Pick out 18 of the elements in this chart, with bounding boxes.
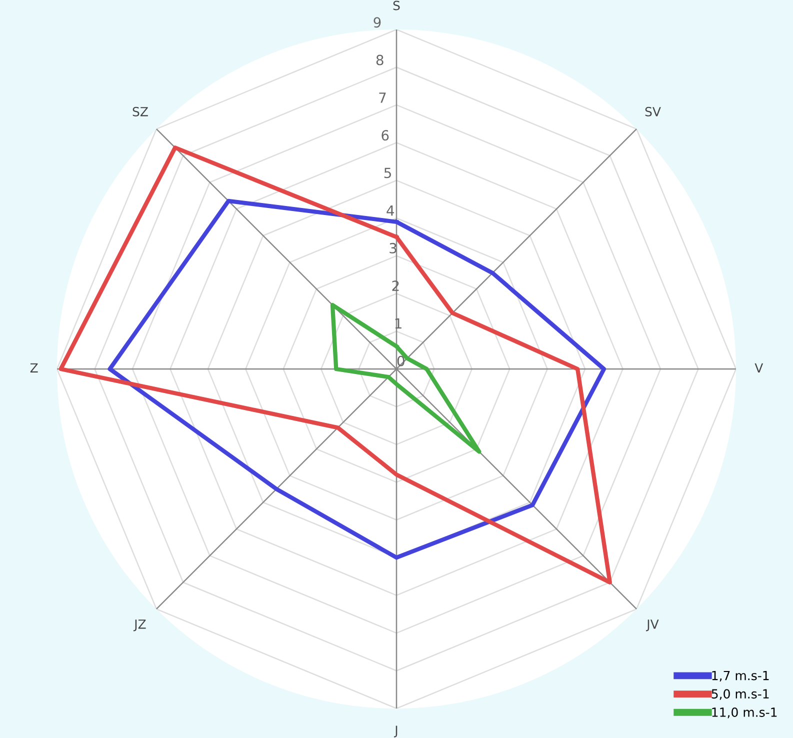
y-tick-label: 6 [382, 130, 389, 141]
legend-label: 5,0 m.s-1 [712, 689, 769, 700]
spoke-label: JV [646, 620, 659, 632]
spoke-label: JZ [133, 620, 146, 632]
spoke-label: SV [645, 106, 661, 116]
spoke-label: SZ [132, 106, 148, 116]
y-tick-label: 4 [386, 205, 394, 216]
y-tick-label: 9 [374, 17, 381, 28]
legend-label: 1,7 m.s-1 [712, 670, 769, 682]
spoke-label: Z [30, 363, 38, 372]
y-tick-label: 5 [384, 168, 391, 178]
y-tick-label: 7 [379, 92, 386, 103]
y-tick-label: 8 [376, 54, 384, 66]
spoke-label: S [393, 0, 400, 10]
legend-label: 11,0 m.s-1 [712, 707, 777, 718]
y-tick-label: 0 [397, 356, 404, 366]
spoke-label: V [754, 363, 764, 372]
spoke-label: J [394, 726, 398, 738]
